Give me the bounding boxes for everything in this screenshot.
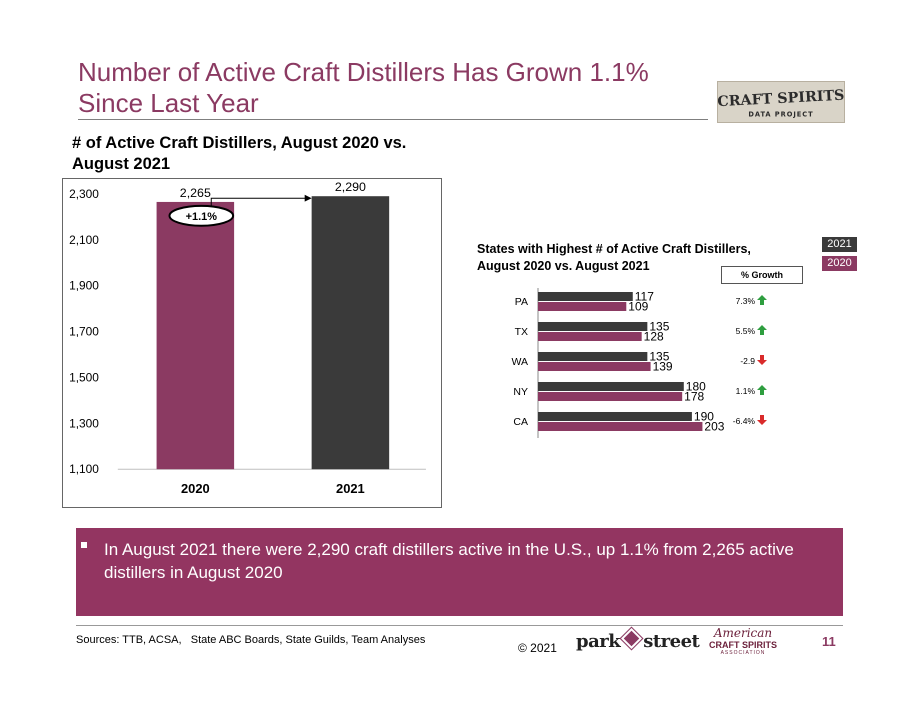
main-chart-heading-line2: August 2021 <box>72 155 171 173</box>
bar-PA-2021 <box>538 292 633 301</box>
copyright: © 2021 <box>518 641 557 655</box>
acsa-logo-main: CRAFT SPIRITS <box>708 640 777 650</box>
arrowhead-icon <box>304 194 312 202</box>
x-axis-labels: 2020 2021 <box>181 481 365 496</box>
arrow-down-icon <box>757 415 767 425</box>
diamond-icon <box>619 626 644 651</box>
bar-WA-2021 <box>538 352 648 361</box>
bar-label-PA-2020: 109 <box>628 300 648 314</box>
growth-column-header: % Growth <box>721 266 803 284</box>
state-label-WA: WA <box>511 356 528 368</box>
growth-label-WA: -2.9 <box>740 356 755 366</box>
bar-CA-2020 <box>538 422 703 431</box>
american-craft-spirits-association-logo: American CRAFT SPIRITS ASSOCIATION <box>703 627 783 657</box>
growth-label-NY: 1.1% <box>736 386 756 396</box>
bar-value-label: 2,290 <box>335 180 366 194</box>
craft-spirits-data-project-logo: CRAFT SPIRITS DATA PROJECT <box>717 81 845 123</box>
park-street-logo-left: park <box>576 631 621 652</box>
legend-2020: 2020 <box>822 256 857 271</box>
states-heading-line1: States with Highest # of Active Craft Di… <box>477 242 751 256</box>
state-label-CA: CA <box>513 416 528 428</box>
acsa-logo-sub: ASSOCIATION <box>720 650 766 656</box>
summary-box: In August 2021 there were 2,290 craft di… <box>76 528 843 616</box>
state-label-TX: TX <box>515 326 528 338</box>
states-heading-line2: August 2020 vs. August 2021 <box>477 259 650 273</box>
bullet-marker <box>81 542 87 548</box>
bar-NY-2020 <box>538 392 683 401</box>
logo-text-sub: DATA PROJECT <box>748 110 813 118</box>
x-tick-label: 2020 <box>181 481 210 496</box>
main-chart-heading-line1: # of Active Craft Distillers, August 202… <box>72 134 407 152</box>
page-number: 11 <box>822 634 836 649</box>
bar-label-CA-2021: 190 <box>694 410 714 424</box>
bar-label-PA-2021: 117 <box>635 290 654 304</box>
bar-WA-2020 <box>538 362 651 371</box>
arrow-up-icon <box>757 385 767 395</box>
bar-CA-2021 <box>538 412 692 421</box>
arrow-up-icon <box>757 295 767 305</box>
bar-value-label: 2,265 <box>180 186 211 200</box>
y-tick-label: 1,300 <box>69 416 99 430</box>
growth-annotation: +1.1% <box>168 194 312 227</box>
states-chart-heading: States with Highest # of Active Craft Di… <box>477 241 837 275</box>
bar-label-WA-2020: 139 <box>653 360 673 374</box>
value-labels: 2,265 2,290 <box>180 180 366 200</box>
arrow-down-icon <box>757 355 767 365</box>
bar-label-WA-2021: 135 <box>649 350 669 364</box>
main-chart-heading: # of Active Craft Distillers, August 202… <box>72 133 502 175</box>
arrow-up-icon <box>757 325 767 335</box>
annotation-text: +1.1% <box>186 211 218 223</box>
bar-label-NY-2020: 178 <box>684 390 704 404</box>
y-tick-label: 1,900 <box>69 279 99 293</box>
bar-PA-2020 <box>538 302 627 311</box>
bar-series <box>156 196 390 470</box>
main-bar-chart: 1,100 1,300 1,500 1,700 1,900 2,100 2,300 2,26… <box>62 178 442 508</box>
growth-label-TX: 5.5% <box>736 326 756 336</box>
park-street-logo-right: street <box>643 631 700 652</box>
slide-title-line2: Since Last Year <box>78 88 259 118</box>
growth-label-CA: -6.4% <box>733 416 756 426</box>
park-street-logo: park street <box>576 626 700 652</box>
summary-text: In August 2021 there were 2,290 craft di… <box>104 540 794 582</box>
state-label-NY: NY <box>513 386 528 398</box>
legend-2021: 2021 <box>822 237 857 252</box>
y-axis-ticks: 1,100 1,300 1,500 1,700 1,900 2,100 2,300 <box>69 187 99 476</box>
bar-TX-2020 <box>538 332 642 341</box>
bar-NY-2021 <box>538 382 684 391</box>
slide-title-line1: Number of Active Craft Distillers Has Gr… <box>78 57 649 87</box>
y-tick-label: 2,300 <box>69 187 99 201</box>
y-tick-label: 1,700 <box>69 325 99 339</box>
growth-label-PA: 7.3% <box>736 296 756 306</box>
acsa-logo-script: American <box>713 626 773 640</box>
annotation-oval <box>168 204 235 227</box>
bar-2020 <box>156 201 235 470</box>
slide-title: Number of Active Craft Distillers Has Gr… <box>78 57 698 119</box>
y-tick-label: 1,500 <box>69 370 99 384</box>
bar-label-TX-2020: 128 <box>644 330 664 344</box>
sources-note: Sources: TTB, ACSA, State ABC Boards, St… <box>76 634 426 646</box>
bar-2021 <box>311 196 390 470</box>
y-tick-label: 1,100 <box>69 462 99 476</box>
bar-label-TX-2021: 135 <box>649 320 669 334</box>
state-label-PA: PA <box>515 296 528 308</box>
logo-text-main: CRAFT SPIRITS <box>717 88 845 111</box>
x-tick-label: 2021 <box>336 481 365 496</box>
bar-label-CA-2020: 203 <box>704 420 724 434</box>
bar-TX-2021 <box>538 322 648 331</box>
bar-label-NY-2021: 180 <box>686 380 706 394</box>
y-tick-label: 2,100 <box>69 233 99 247</box>
footer-divider <box>76 625 843 626</box>
title-divider <box>78 119 708 120</box>
